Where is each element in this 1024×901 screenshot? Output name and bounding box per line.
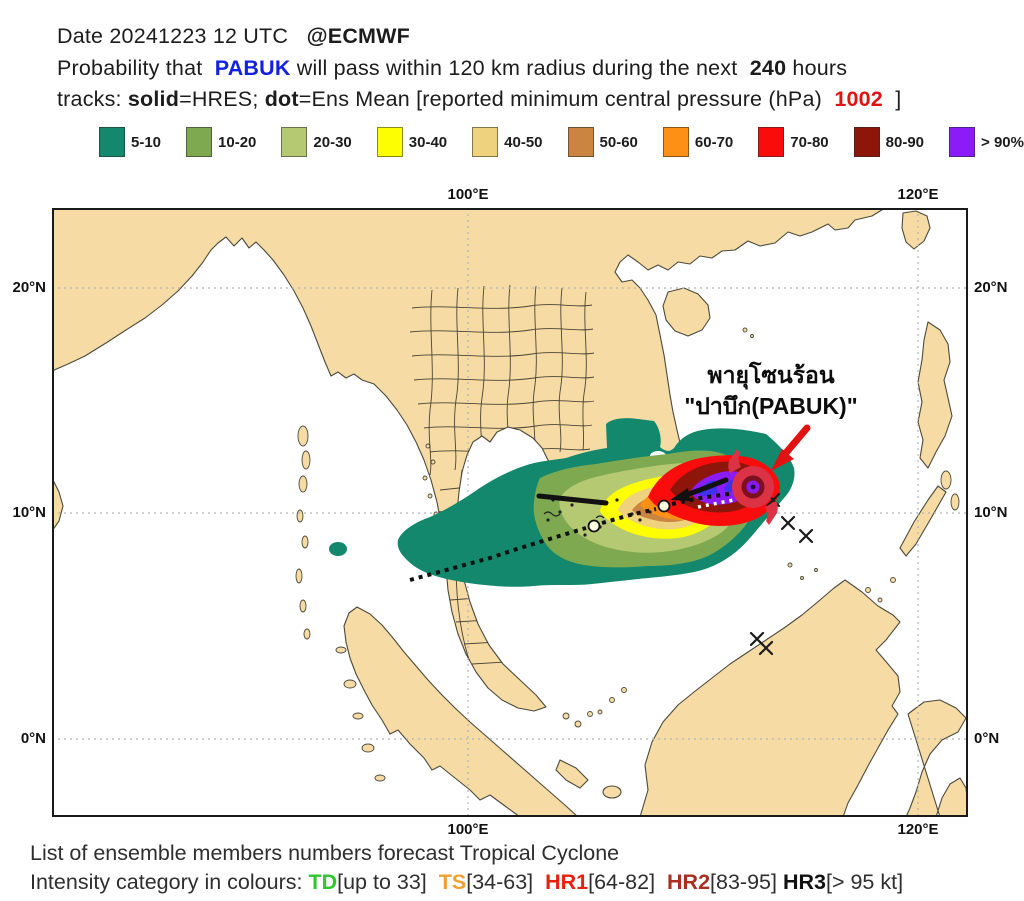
lat-label-left-20n: 20°N [12, 279, 46, 296]
intensity-td: TD [308, 870, 338, 894]
ens-mean-track-dotted3 [671, 490, 743, 506]
legend-item: 70-80 [758, 127, 829, 157]
hres-track-west [536, 493, 609, 506]
probability-contours [329, 418, 795, 587]
taiwan-island [901, 210, 931, 250]
india-coast-bump [52, 477, 64, 532]
forecast-hours: 240 [749, 56, 787, 80]
legend-swatch [99, 127, 125, 157]
contour-90plus-blue [698, 478, 739, 497]
map-frame [52, 208, 968, 817]
legend-swatch [567, 127, 594, 157]
lat-label-left-10n: 10°N [12, 504, 46, 521]
lat-label-right-20n: 20°N [974, 279, 1008, 296]
intensity-hr3: HR3 [782, 870, 826, 894]
probability-legend: 5-10 10-20 20-30 30-40 40-50 50-60 60-70… [99, 127, 1024, 157]
legend-item: 60-70 [662, 127, 733, 157]
lat-label-right-10n: 10°N [974, 504, 1008, 521]
legend-swatch [281, 127, 308, 157]
legend-item: 20-30 [281, 127, 352, 157]
legend-swatch [472, 127, 499, 157]
lon-label-top-120e: 120°E [897, 186, 939, 203]
ecmwf-handle: @ECMWF [306, 24, 410, 48]
legend-item: 30-40 [376, 127, 447, 157]
legend-item: 80-90 [853, 127, 924, 157]
borneo-island [639, 579, 901, 817]
map-panel [52, 208, 968, 817]
hainan-island [662, 287, 711, 337]
track-position-circle [587, 519, 601, 533]
bangka-island [555, 759, 589, 789]
belitung-island [602, 785, 622, 799]
lat-label-right-0n: 0°N [974, 730, 1000, 747]
small-islands [295, 327, 960, 782]
legend-swatch [376, 127, 403, 157]
legend-swatch [853, 127, 880, 157]
tracks [409, 477, 745, 582]
legend-item: 50-60 [567, 127, 638, 157]
intensity-hr2: HR2 [667, 870, 711, 894]
ens-mean-track-dotted2 [601, 507, 657, 525]
lon-label-bottom-120e: 120°E [897, 821, 939, 838]
map-canvas [52, 208, 968, 817]
track-position-circle [657, 499, 671, 513]
legend-item: 10-20 [186, 127, 256, 157]
intensity-hr1: HR1 [545, 870, 589, 894]
lat-label-left-0n: 0°N [20, 730, 46, 747]
luzon-island [917, 321, 953, 469]
footer-intensity-legend: Intensity category in colours: TD[up to … [30, 870, 904, 894]
ensemble-member-marks [543, 498, 652, 537]
cyclone-symbol [728, 449, 778, 525]
lon-label-bottom-100e: 100°E [447, 821, 489, 838]
legend-item: 5-10 [99, 127, 161, 157]
contour-fragment [329, 542, 347, 556]
date-text: Date 20241223 12 UTC [57, 24, 307, 48]
header-date-line: Date 20241223 12 UTC @ECMWF [57, 24, 410, 49]
footer-ensemble-note: List of ensemble members numbers forecas… [30, 841, 620, 865]
central-pressure-value: 1002 [834, 87, 883, 111]
legend-item: 40-50 [472, 127, 543, 157]
storm-name: PABUK [214, 56, 291, 80]
legend-swatch [662, 127, 689, 157]
legend-swatch [758, 127, 785, 157]
palawan-island [899, 485, 947, 557]
legend-item: > 90% [949, 127, 1024, 157]
intensity-ts: TS [438, 870, 467, 894]
lon-label-top-100e: 100°E [447, 186, 489, 203]
legend-swatch [186, 127, 213, 157]
sumatra-island [343, 606, 579, 817]
hres-arrowhead [670, 488, 690, 501]
annotation-arrow [771, 424, 811, 471]
legend-swatch [949, 127, 976, 157]
header-probability-line: Probability that PABUK will pass within … [57, 56, 848, 80]
header-tracks-line: tracks: solid=HRES; dot=Ens Mean [report… [57, 87, 902, 111]
